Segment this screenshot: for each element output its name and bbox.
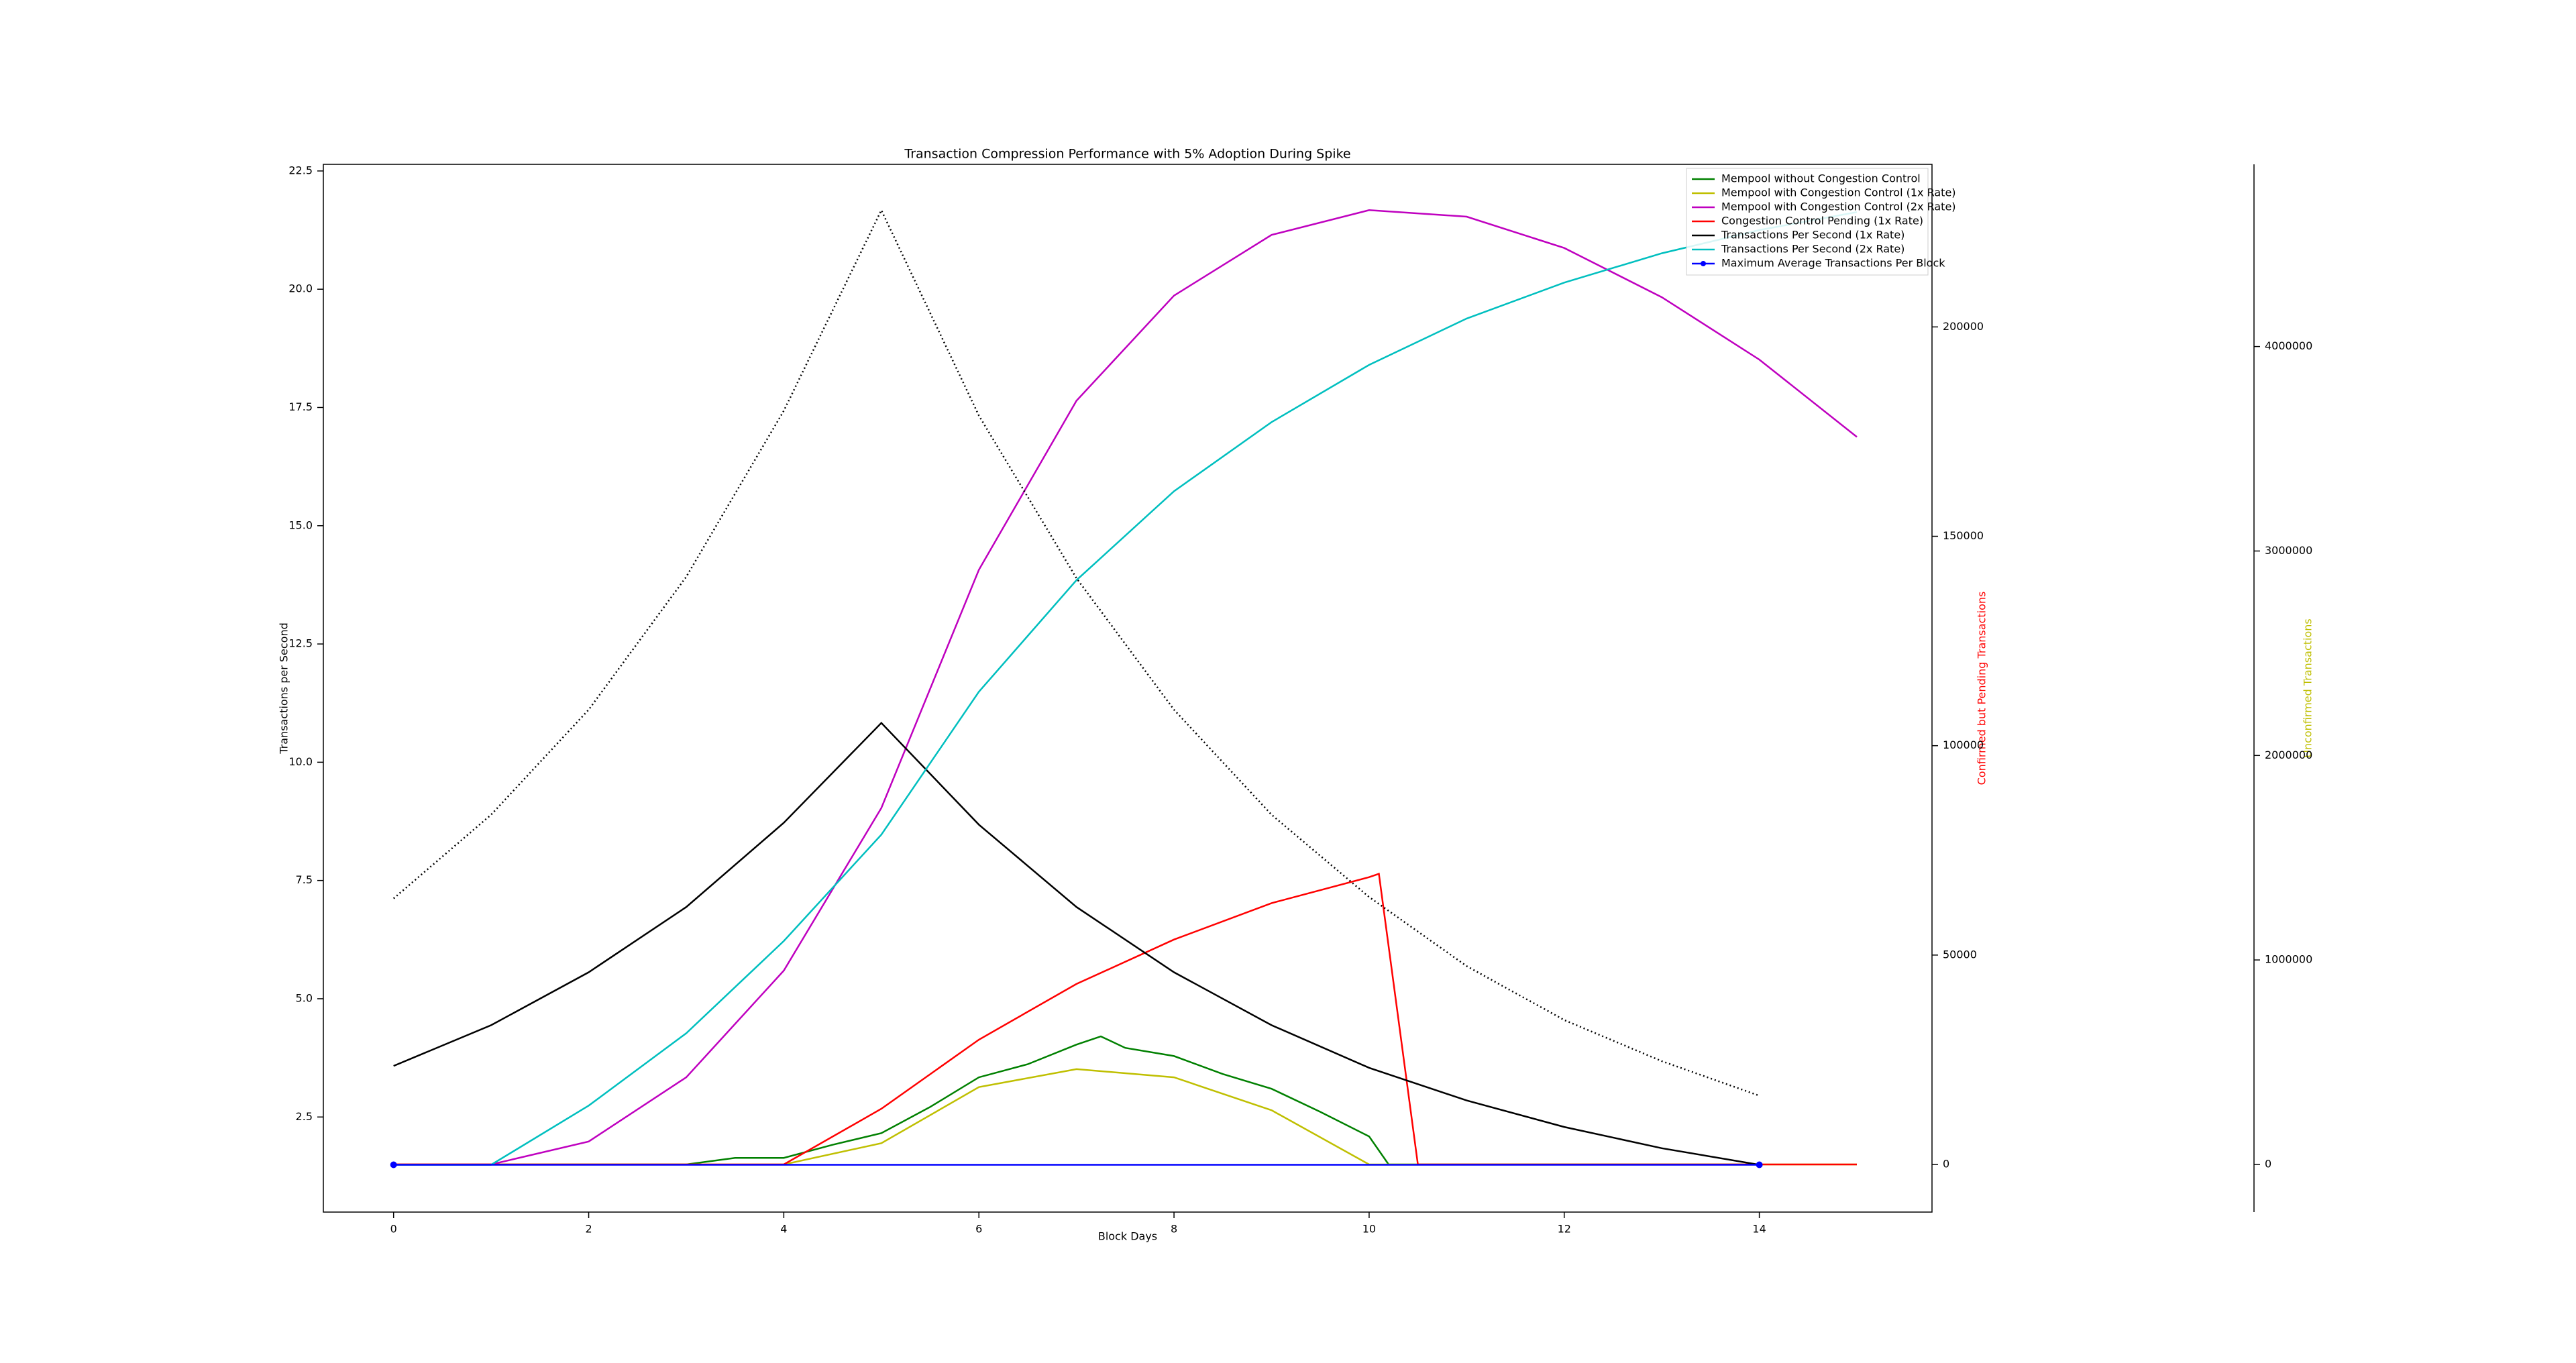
y-tick-label: 2.5 [296,1110,313,1123]
series-line [392,208,1760,1097]
y2-tick-label: 0 [1943,1157,1949,1170]
y2-tick-label: 100000 [1943,739,1984,751]
y2-tick-label: 150000 [1943,529,1984,542]
point-marker [390,1161,397,1168]
y-tick-label: 7.5 [296,873,313,886]
y2-axis-label: Confirmed but Pending Transactions [1976,592,1988,785]
series-line [393,722,1760,1166]
y3-tick-label: 2000000 [2265,749,2312,761]
y-tick-label: 10.0 [288,755,313,768]
y-axis-label: Transactions per Second [278,622,290,755]
y-tick-label: 22.5 [288,164,313,176]
series-line [393,209,1858,1166]
legend-box [1686,168,1929,276]
y-tick-label: 20.0 [288,282,313,295]
x-tick-label: 4 [780,1223,787,1236]
legend-label: Transactions Per Second (2x Rate) [1721,243,1904,256]
x-tick-label: 6 [975,1223,982,1236]
chart-title: Transaction Compression Performance with… [904,147,1350,162]
legend-label: Mempool with Congestion Control (2x Rate… [1721,201,1956,213]
series-line [393,211,1858,1166]
y3-tick-label: 1000000 [2265,953,2312,966]
x-tick-label: 10 [1362,1223,1376,1236]
y-tick-label: 17.5 [288,400,313,413]
x-tick-label: 2 [585,1223,592,1236]
y3-axis-label: Unconfirmed Transactions [2302,618,2314,758]
legend-label: Mempool with Congestion Control (1x Rate… [1721,186,1956,199]
x-tick-label: 0 [390,1223,397,1236]
x-tick-label: 12 [1558,1223,1571,1236]
legend-label: Mempool without Congestion Control [1721,172,1921,185]
legend-label: Maximum Average Transactions Per Block [1721,257,1945,270]
legend-label: Transactions Per Second (1x Rate) [1721,229,1904,241]
y-tick-label: 5.0 [296,991,313,1004]
y3-tick-label: 3000000 [2265,544,2312,557]
x-tick-label: 8 [1171,1223,1177,1236]
legend-marker [1701,261,1706,266]
plot-frame [323,164,1933,1213]
legend-label: Congestion Control Pending (1x Rate) [1721,215,1923,227]
y-tick-label: 15.0 [288,519,313,531]
x-axis-label: Block Days [1098,1230,1157,1243]
y2-tick-label: 50000 [1943,948,1977,961]
y3-tick-label: 0 [2265,1157,2271,1170]
y3-tick-label: 4000000 [2265,339,2312,352]
y2-tick-label: 200000 [1943,320,1984,333]
point-marker [1756,1161,1763,1168]
y-tick-label: 12.5 [288,637,313,650]
x-tick-label: 14 [1752,1223,1766,1236]
